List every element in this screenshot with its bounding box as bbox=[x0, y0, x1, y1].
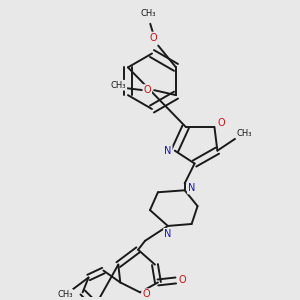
Text: CH₃: CH₃ bbox=[111, 81, 126, 90]
Text: O: O bbox=[218, 118, 225, 128]
Text: N: N bbox=[188, 183, 195, 193]
Text: CH₃: CH₃ bbox=[57, 290, 73, 299]
Text: N: N bbox=[164, 146, 172, 156]
Text: N: N bbox=[164, 229, 172, 239]
Text: O: O bbox=[143, 85, 151, 95]
Text: CH₃: CH₃ bbox=[236, 129, 252, 138]
Text: O: O bbox=[179, 275, 187, 286]
Text: CH₃: CH₃ bbox=[140, 9, 156, 18]
Text: O: O bbox=[142, 289, 150, 299]
Text: O: O bbox=[149, 33, 157, 43]
